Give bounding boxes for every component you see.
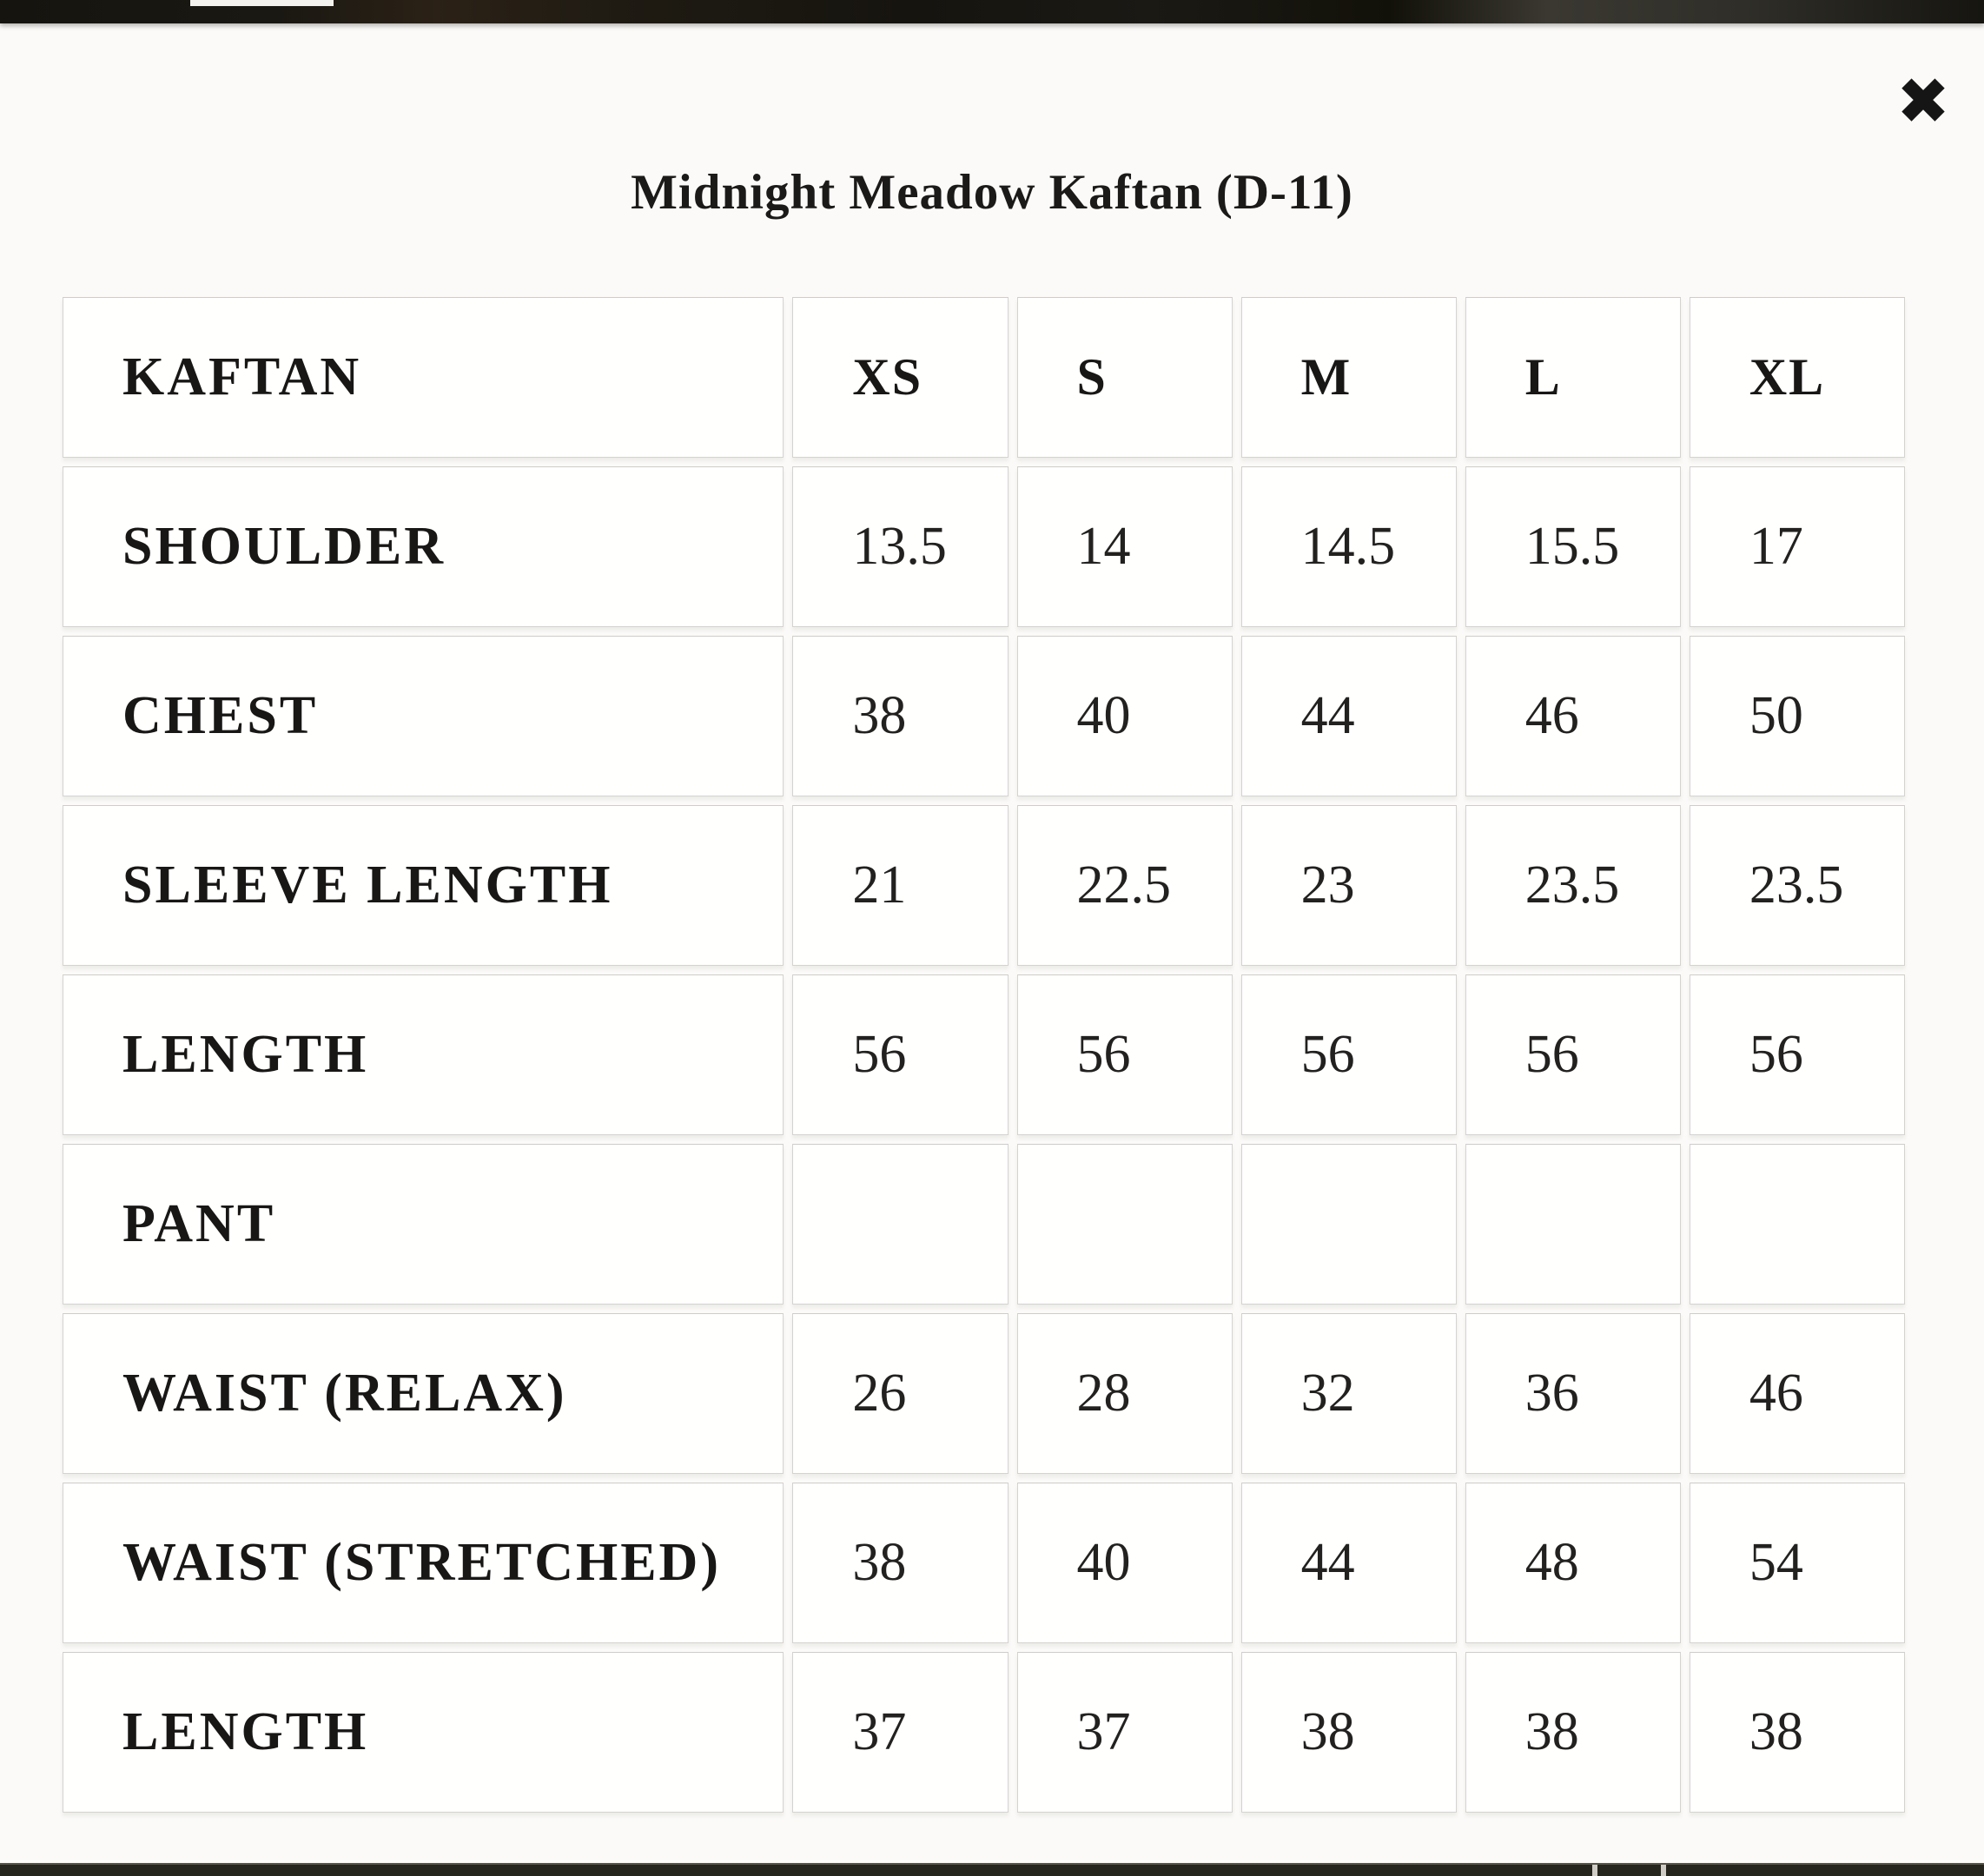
measurement-cell: 56: [792, 974, 1009, 1135]
measurement-cell: 13.5: [792, 466, 1009, 627]
measurement-cell: 46: [1465, 636, 1681, 796]
page-bottom-edge: [0, 1863, 1984, 1876]
measurement-cell: 38: [1689, 1652, 1905, 1813]
table-row: SLEEVE LENGTH 21 22.5 23 23.5 23.5: [63, 805, 1905, 966]
measurement-cell: 36: [1465, 1313, 1681, 1474]
page-top-edge: [0, 0, 1984, 23]
table-row: WAIST (RELAX) 26 28 32 36 46: [63, 1313, 1905, 1474]
header-cell-size-xl: XL: [1689, 297, 1905, 458]
table-header-row: KAFTAN XS S M L XL: [63, 297, 1905, 458]
table-row: WAIST (STRETCHED) 38 40 44 48 54: [63, 1483, 1905, 1643]
row-label: LENGTH: [63, 974, 784, 1135]
measurement-cell: 21: [792, 805, 1009, 966]
measurement-cell: 23.5: [1689, 805, 1905, 966]
measurement-cell: 44: [1240, 1483, 1457, 1643]
measurement-cell: [1465, 1144, 1681, 1305]
row-label: LENGTH: [63, 1652, 784, 1813]
row-label: SLEEVE LENGTH: [63, 805, 784, 966]
measurement-cell: [1240, 1144, 1457, 1305]
measurement-cell: 56: [1016, 974, 1233, 1135]
modal-title: Midnight Meadow Kaftan (D-11): [631, 165, 1353, 220]
page-top-edge-highlight: [190, 0, 334, 6]
measurement-cell: 37: [1016, 1652, 1233, 1813]
measurement-cell: 46: [1689, 1313, 1905, 1474]
close-icon[interactable]: ✖: [1895, 64, 1950, 139]
row-label: CHEST: [63, 636, 784, 796]
row-label: PANT: [63, 1144, 784, 1305]
page-bottom-edge-gap: [1592, 1865, 1597, 1876]
row-label: WAIST (RELAX): [63, 1313, 784, 1474]
measurement-cell: 56: [1465, 974, 1681, 1135]
measurement-cell: 17: [1689, 466, 1905, 627]
measurement-cell: 14.5: [1240, 466, 1457, 627]
header-cell-size-s: S: [1016, 297, 1233, 458]
table-row: CHEST 38 40 44 46 50: [63, 636, 1905, 796]
measurement-cell: 56: [1240, 974, 1457, 1135]
measurement-cell: 38: [1240, 1652, 1457, 1813]
measurement-cell: 44: [1240, 636, 1457, 796]
measurement-cell: 56: [1689, 974, 1905, 1135]
table-row: SHOULDER 13.5 14 14.5 15.5 17: [63, 466, 1905, 627]
measurement-cell: 37: [792, 1652, 1009, 1813]
measurement-cell: 54: [1689, 1483, 1905, 1643]
measurement-cell: 40: [1016, 1483, 1233, 1643]
size-chart-table: KAFTAN XS S M L XL SHOULDER 13.5 14 14.5 15.5 17 CH…: [54, 288, 1914, 1821]
size-chart-modal: ✖ Midnight Meadow Kaftan (D-11) KAFTAN XS…: [0, 23, 1984, 1865]
row-label: WAIST (STRETCHED): [63, 1483, 784, 1643]
measurement-cell: 38: [792, 1483, 1009, 1643]
measurement-cell: 32: [1240, 1313, 1457, 1474]
measurement-cell: 26: [792, 1313, 1009, 1474]
measurement-cell: 50: [1689, 636, 1905, 796]
measurement-cell: [792, 1144, 1009, 1305]
measurement-cell: 40: [1016, 636, 1233, 796]
measurement-cell: 14: [1016, 466, 1233, 627]
page-bottom-edge-gap: [1661, 1865, 1666, 1876]
table-row: LENGTH 37 37 38 38 38: [63, 1652, 1905, 1813]
measurement-cell: 22.5: [1016, 805, 1233, 966]
header-cell-size-xs: XS: [792, 297, 1009, 458]
measurement-cell: 23.5: [1465, 805, 1681, 966]
measurement-cell: 23: [1240, 805, 1457, 966]
measurement-cell: 38: [1465, 1652, 1681, 1813]
header-cell-kaftan: KAFTAN: [63, 297, 784, 458]
header-cell-size-m: M: [1240, 297, 1457, 458]
table-row: LENGTH 56 56 56 56 56: [63, 974, 1905, 1135]
table-row: PANT: [63, 1144, 1905, 1305]
header-cell-size-l: L: [1465, 297, 1681, 458]
measurement-cell: 15.5: [1465, 466, 1681, 627]
measurement-cell: [1016, 1144, 1233, 1305]
measurement-cell: 38: [792, 636, 1009, 796]
measurement-cell: 48: [1465, 1483, 1681, 1643]
measurement-cell: [1689, 1144, 1905, 1305]
measurement-cell: 28: [1016, 1313, 1233, 1474]
row-label: SHOULDER: [63, 466, 784, 627]
